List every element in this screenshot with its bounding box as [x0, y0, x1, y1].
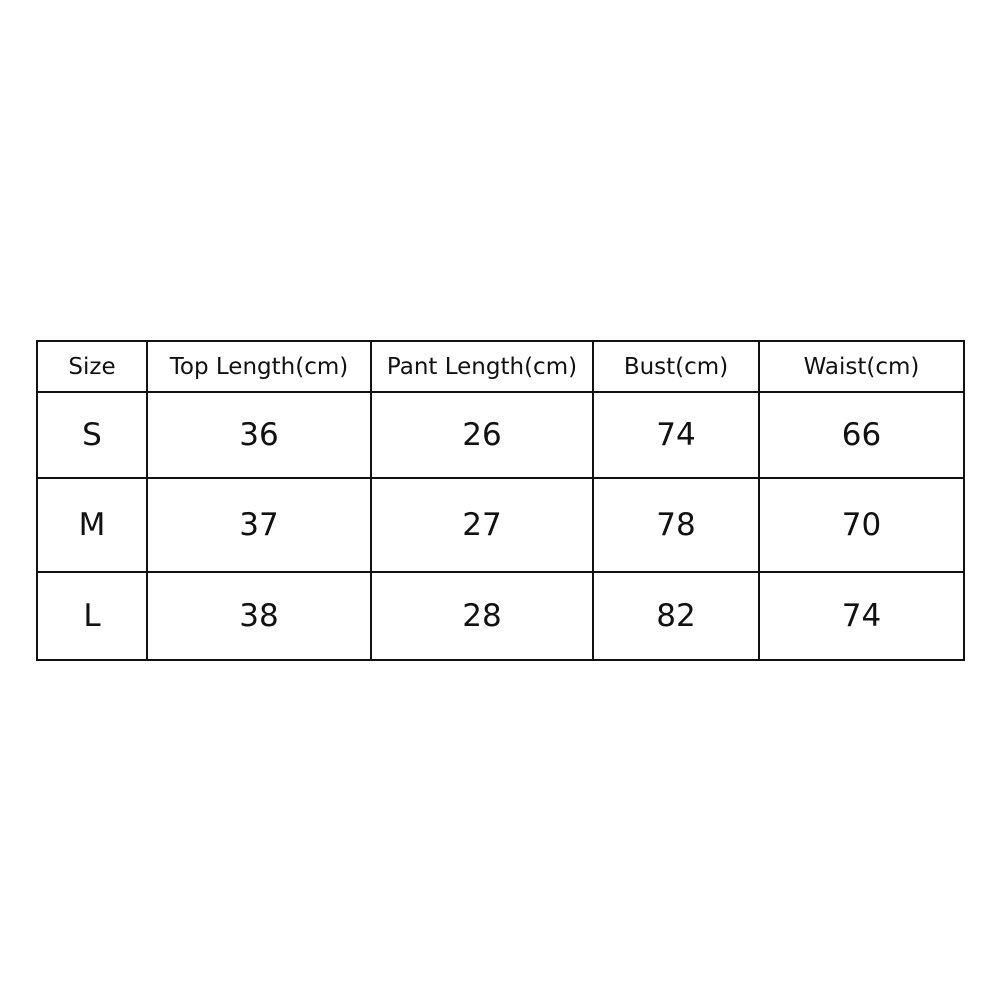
header-top-length: Top Length(cm) [146, 340, 372, 393]
cell-pant-length: 28 [370, 571, 594, 661]
cell-pant-length: 27 [370, 477, 594, 573]
cell-bust: 82 [592, 571, 760, 661]
header-bust: Bust(cm) [592, 340, 760, 393]
cell-waist: 66 [758, 391, 965, 479]
cell-bust: 78 [592, 477, 760, 573]
header-size: Size [36, 340, 148, 393]
cell-waist: 74 [758, 571, 965, 661]
cell-size: M [36, 477, 148, 573]
cell-size: L [36, 571, 148, 661]
size-chart-table: Size Top Length(cm) Pant Length(cm) Bust… [36, 340, 965, 661]
cell-top-length: 37 [146, 477, 372, 573]
cell-top-length: 38 [146, 571, 372, 661]
cell-size: S [36, 391, 148, 479]
cell-bust: 74 [592, 391, 760, 479]
header-row: Size Top Length(cm) Pant Length(cm) Bust… [36, 340, 965, 393]
cell-pant-length: 26 [370, 391, 594, 479]
table-row: L 38 28 82 74 [36, 571, 965, 661]
header-waist: Waist(cm) [758, 340, 965, 393]
table-row: M 37 27 78 70 [36, 477, 965, 573]
header-pant-length: Pant Length(cm) [370, 340, 594, 393]
cell-waist: 70 [758, 477, 965, 573]
table-row: S 36 26 74 66 [36, 391, 965, 479]
cell-top-length: 36 [146, 391, 372, 479]
